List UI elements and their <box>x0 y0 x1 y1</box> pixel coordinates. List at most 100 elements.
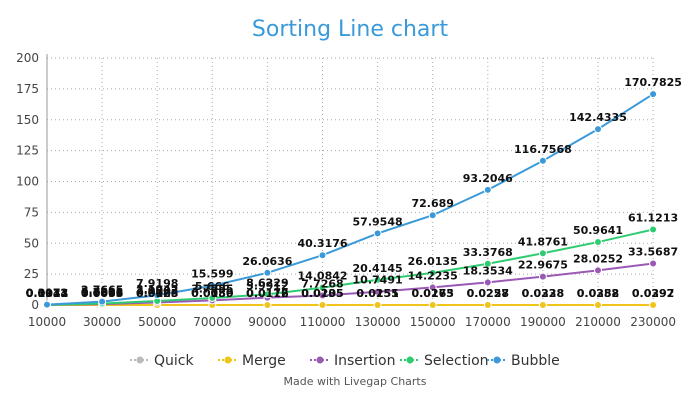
data-label-selection: 33.3768 <box>463 246 513 259</box>
data-label-bubble: 26.0636 <box>242 255 292 268</box>
legend-item-selection[interactable]: Selection <box>400 353 489 369</box>
data-label-selection: 41.8761 <box>518 235 568 248</box>
y-tick-label: 50 <box>24 236 39 250</box>
data-label-insertion: 10.7491 <box>353 274 403 287</box>
legend-marker <box>406 356 414 364</box>
data-label-selection: 3.1942 <box>136 283 178 296</box>
data-label-bubble: 93.2046 <box>463 172 513 185</box>
x-tick-label: 130000 <box>355 315 401 329</box>
legend-item-quick[interactable]: Quick <box>130 353 194 369</box>
data-label-merge: 0.0251 <box>356 287 398 300</box>
data-label-quick: 0.0282 <box>577 287 619 300</box>
legend-marker <box>224 356 232 364</box>
data-label-quick: 0.0068 <box>136 287 178 300</box>
data-point-insertion <box>428 283 437 292</box>
legend[interactable]: Quick Merge Insertion Selection Bubble <box>130 353 560 369</box>
data-point-selection <box>483 259 492 268</box>
data-point-bubble <box>263 268 272 277</box>
data-point-merge <box>373 300 382 309</box>
data-label-bubble: 57.9548 <box>353 215 403 228</box>
data-label-quick: 0.0066 <box>81 287 124 300</box>
data-point-merge <box>594 300 602 309</box>
x-tick-label: 170000 <box>465 315 511 329</box>
data-point-insertion <box>538 272 547 281</box>
x-tick-label: 190000 <box>520 315 566 329</box>
data-point-merge <box>649 300 658 309</box>
data-label-insertion: 0.0912 <box>26 287 68 300</box>
x-tick-label: 150000 <box>410 315 456 329</box>
data-label-merge: 0.0047 <box>26 287 68 300</box>
series-layer <box>43 90 658 309</box>
data-label-quick: 0.0238 <box>522 287 564 300</box>
legend-label: Selection <box>424 353 489 369</box>
data-point-selection <box>208 294 217 303</box>
y-tick-label: 125 <box>16 144 39 158</box>
data-label-merge: 0.0263 <box>411 287 453 300</box>
data-label-merge: 0.0205 <box>301 287 343 300</box>
data-label-selection: 26.0135 <box>408 255 458 268</box>
data-label-quick: 0.0034 <box>26 287 69 300</box>
data-label-merge: 0.0176 <box>246 287 289 300</box>
x-tick-label: 230000 <box>630 315 676 329</box>
y-tick-label: 100 <box>16 175 39 189</box>
data-label-insertion: 28.0252 <box>573 252 623 265</box>
data-point-insertion <box>483 278 492 287</box>
legend-item-merge[interactable]: Merge <box>218 353 286 369</box>
series-line-insertion <box>46 262 654 306</box>
y-tick-label: 200 <box>16 51 39 65</box>
y-tick-label: 75 <box>24 205 39 219</box>
data-label-insertion: 5.9912 <box>246 280 288 293</box>
data-label-bubble: 7.9198 <box>136 277 178 290</box>
data-label-bubble: 0.3173 <box>26 287 68 300</box>
data-label-selection: 50.9641 <box>573 224 623 237</box>
data-point-bubble <box>98 297 107 306</box>
data-point-selection <box>318 283 327 292</box>
data-label-insertion: 33.5687 <box>628 246 678 259</box>
data-point-selection <box>538 249 547 258</box>
series-line-selection <box>46 228 654 306</box>
x-tick-label: 90000 <box>248 315 286 329</box>
data-point-insertion <box>318 291 327 300</box>
legend-label: Insertion <box>334 353 395 369</box>
data-point-bubble <box>373 229 382 238</box>
data-label-merge: 0.0125 <box>136 287 178 300</box>
data-label-selection: 1.2211 <box>81 285 123 298</box>
data-label-insertion: 3.7555 <box>191 282 233 295</box>
data-point-selection <box>428 268 437 277</box>
legend-item-bubble[interactable]: Bubble <box>487 353 560 369</box>
series-bubble <box>43 90 658 309</box>
data-label-selection: 14.0842 <box>297 270 347 283</box>
data-label-selection: 20.4145 <box>353 262 403 275</box>
data-point-bubble <box>538 156 547 165</box>
data-label-bubble: 15.599 <box>191 268 233 281</box>
data-label-bubble: 72.689 <box>411 197 453 210</box>
data-label-bubble: 170.7825 <box>624 76 682 89</box>
data-point-insertion <box>373 287 382 296</box>
data-label-quick: 0.0135 <box>301 287 343 300</box>
data-label-insertion: 7.7268 <box>301 277 343 290</box>
legend-marker <box>316 356 324 364</box>
legend-marker <box>136 356 144 364</box>
data-point-bubble <box>208 281 217 290</box>
data-label-insertion: 18.3534 <box>463 264 513 277</box>
data-point-bubble <box>318 251 327 260</box>
data-label-quick: 0.0228 <box>467 287 509 300</box>
data-label-bubble: 116.7568 <box>514 143 572 156</box>
data-point-bubble <box>43 300 51 309</box>
data-label-insertion: 14.2235 <box>408 269 458 282</box>
legend-item-insertion[interactable]: Insertion <box>310 353 395 369</box>
legend-label: Quick <box>154 353 194 369</box>
x-tick-label: 30000 <box>83 315 121 329</box>
y-tick-label: 150 <box>16 113 39 127</box>
data-point-merge <box>483 300 492 309</box>
x-tick-label: 210000 <box>575 315 621 329</box>
data-label-bubble: 142.4335 <box>569 111 627 124</box>
grid-layer <box>47 57 654 305</box>
data-label-quick: 0.0175 <box>411 287 453 300</box>
data-point-insertion <box>649 259 658 268</box>
data-label-insertion: 2.0003 <box>136 285 178 298</box>
data-label-merge: 0.0397 <box>632 287 674 300</box>
x-tick-label: 10000 <box>28 315 66 329</box>
